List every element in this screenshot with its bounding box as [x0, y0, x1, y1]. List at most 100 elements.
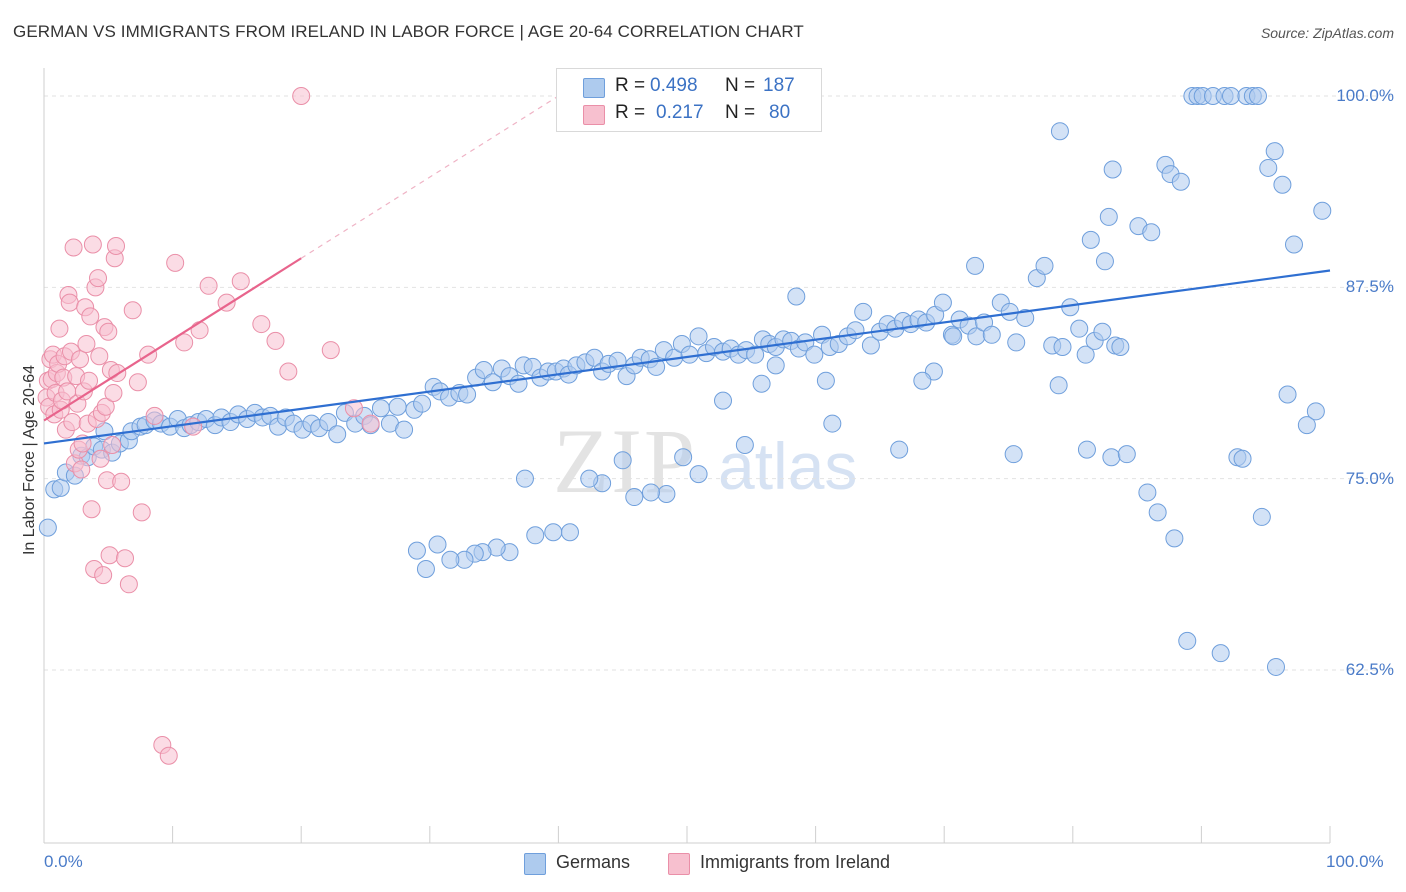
ireland-point [91, 449, 110, 468]
ireland-point [60, 293, 79, 312]
germans-point [714, 391, 733, 410]
ireland-point [175, 333, 194, 352]
germans-point [1081, 230, 1100, 249]
germans-point [944, 327, 963, 346]
germans-point [1142, 223, 1161, 242]
germans-point [1252, 507, 1271, 526]
germans-point [416, 559, 435, 578]
germans-point [1016, 308, 1035, 327]
germans-point [1221, 87, 1240, 105]
ireland-point [50, 319, 69, 338]
germans-point [1265, 142, 1284, 161]
axes [43, 68, 1331, 844]
ireland-trend-line [43, 257, 302, 422]
ireland-point [71, 350, 90, 369]
ireland-point [112, 472, 131, 491]
trend-lines [43, 95, 1331, 445]
germans-point [1076, 345, 1095, 364]
germans-point [689, 465, 708, 484]
germans-point [458, 385, 477, 404]
germans-point [1050, 122, 1069, 141]
germans-point [1035, 256, 1054, 275]
germans-point [966, 256, 985, 275]
germans-point [1103, 160, 1122, 179]
germans-swatch [583, 78, 605, 98]
ireland-trend-extension [300, 95, 559, 259]
germans-point [913, 371, 932, 390]
y-tick-label: 62.5% [1345, 660, 1394, 679]
germans-point [474, 360, 493, 379]
source-label: Source: ZipAtlas.com [1260, 25, 1394, 41]
germans-point [680, 345, 699, 364]
y-axis-label: In Labor Force | Age 20-64 [21, 364, 38, 556]
germans-point [1077, 440, 1096, 459]
germans-point [1266, 657, 1285, 676]
ireland-point [166, 253, 185, 272]
germans-point [1313, 201, 1332, 220]
germans-point [544, 523, 563, 542]
germans-point [51, 478, 70, 497]
chart-title: GERMAN VS IMMIGRANTS FROM IRELAND IN LAB… [13, 22, 804, 41]
germans-point [1248, 87, 1267, 105]
ireland-point [321, 341, 340, 360]
germans-point [1178, 631, 1197, 650]
germans-point [735, 435, 754, 454]
ireland-point [123, 301, 142, 320]
germans-point [982, 325, 1001, 344]
ireland-point [104, 383, 123, 402]
germans-point [613, 451, 632, 470]
germans-point [657, 484, 676, 503]
germans-point [1165, 529, 1184, 548]
n-value: 80 [769, 102, 791, 123]
germans-point [1211, 644, 1230, 663]
germans-point [1306, 402, 1325, 421]
germans-point [689, 327, 708, 346]
ireland-point [119, 575, 138, 594]
r-value: 0.217 [656, 102, 704, 123]
ireland-point [107, 237, 126, 256]
germans-point [746, 345, 765, 364]
ireland-point [361, 414, 380, 433]
legend-label-ireland: Immigrants from Ireland [700, 852, 891, 872]
germans-point [38, 518, 57, 537]
germans-point [823, 414, 842, 433]
n-label: N = [725, 102, 756, 123]
ireland-points [37, 87, 380, 765]
r-label: R = [615, 102, 646, 123]
germans-point [890, 440, 909, 459]
ireland-point [252, 315, 271, 334]
n-label: N = [725, 75, 756, 96]
germans-point [1138, 483, 1157, 502]
germans-point [1102, 448, 1121, 467]
ireland-point [96, 397, 115, 416]
germans-point [1273, 175, 1292, 194]
legend-swatch-ireland [668, 853, 690, 875]
germans-point [560, 523, 579, 542]
ireland-point [83, 235, 102, 254]
germans-point [1093, 322, 1112, 341]
germans-points [38, 87, 1332, 676]
ireland-point [77, 334, 96, 353]
germans-point [805, 345, 824, 364]
ireland-point [159, 746, 178, 765]
stats-box: R = 0.498 N = 187 R = 0.217 N = 80 [556, 68, 822, 132]
germans-point [580, 469, 599, 488]
germans-point [1297, 416, 1316, 435]
legend-swatch-germans [524, 853, 546, 875]
germans-point [1070, 319, 1089, 338]
germans-point [1171, 172, 1190, 191]
ireland-point [72, 460, 91, 479]
ireland-point [266, 331, 285, 350]
germans-point [1111, 338, 1130, 357]
ireland-point [344, 399, 363, 418]
germans-point [1053, 338, 1072, 357]
germans-point [413, 394, 432, 413]
germans-point [388, 397, 407, 416]
ireland-point [100, 546, 119, 565]
germans-point [1099, 207, 1118, 226]
ireland-point [145, 406, 164, 425]
y-tick-label: 75.0% [1345, 468, 1394, 488]
n-value: 187 [763, 75, 795, 96]
germans-point [1259, 158, 1278, 177]
ireland-point [103, 435, 122, 454]
